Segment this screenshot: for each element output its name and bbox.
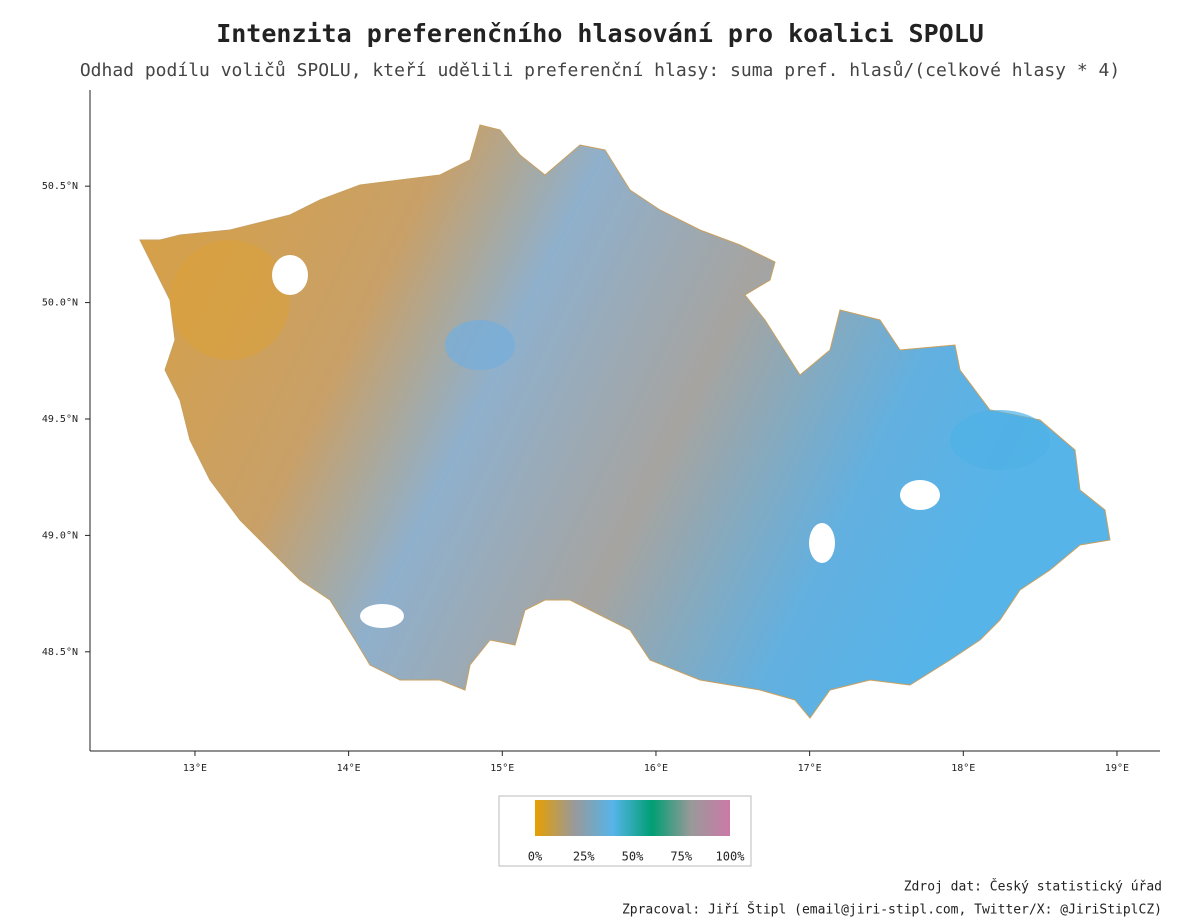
map-shape [139,124,1111,719]
map-hole [900,480,940,510]
region-patch [950,410,1050,470]
y-tick-label: 49.5°N [42,414,78,425]
map-hole [360,604,404,628]
x-tick-label: 15°E [490,763,514,774]
chart-subtitle: Odhad podílu voličů SPOLU, kteří udělili… [80,60,1120,81]
colorbar-tick-label: 0% [528,850,543,864]
x-tick-label: 13°E [183,763,207,774]
y-tick-label: 49.0°N [42,530,78,541]
x-tick-label: 18°E [951,763,975,774]
credit-note: Zpracoval: Jiří Štipl (email@jiri-stipl.… [622,902,1162,918]
region-patch [445,320,515,370]
x-tick-label: 19°E [1105,763,1129,774]
colorbar-tick-label: 100% [716,850,746,864]
colorbar-tick-label: 50% [622,850,644,864]
source-note: Zdroj dat: Český statistický úřad [904,879,1162,895]
colorbar [535,800,730,836]
y-tick-label: 50.0°N [42,298,78,309]
colorbar-tick-label: 25% [573,850,595,864]
chart-title: Intenzita preferenčního hlasování pro ko… [216,19,984,48]
map-hole [272,255,308,295]
x-tick-label: 14°E [337,763,361,774]
country-area [139,124,1111,719]
x-tick-label: 16°E [644,763,668,774]
colorbar-tick-label: 75% [670,850,692,864]
map-hole [809,523,835,563]
y-tick-label: 50.5°N [42,181,78,192]
x-tick-label: 17°E [798,763,822,774]
y-tick-label: 48.5°N [42,647,78,658]
region-patch [170,240,290,360]
